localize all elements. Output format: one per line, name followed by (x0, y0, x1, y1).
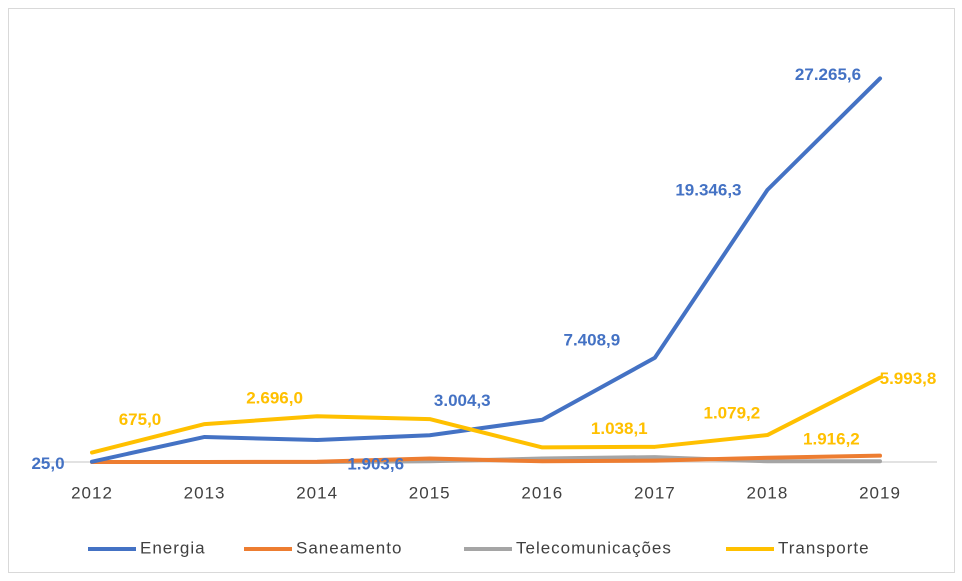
legend-label: Energia (140, 538, 206, 557)
series-line (90, 76, 882, 464)
series-line (90, 453, 882, 464)
legend-label: Transporte (778, 538, 870, 557)
x-tick-label: 2019 (859, 483, 901, 502)
chart-frame (8, 8, 955, 573)
data-label: 1.903,6 (347, 455, 404, 474)
data-label: 5.993,8 (880, 369, 937, 388)
legend-label: Telecomunicações (516, 538, 672, 557)
series-line (90, 375, 882, 455)
data-label: 3.004,3 (434, 391, 491, 410)
x-tick-label: 2016 (521, 483, 563, 502)
x-tick-label: 2012 (71, 483, 113, 502)
data-label: 25,0 (31, 454, 64, 473)
x-tick-label: 2014 (296, 483, 338, 502)
x-tick-label: 2017 (634, 483, 676, 502)
data-label: 675,0 (119, 410, 162, 429)
data-label: 1.038,1 (591, 419, 648, 438)
data-label: 1.916,2 (803, 430, 860, 449)
data-label: 2.696,0 (246, 389, 303, 408)
data-label: 27.265,6 (795, 65, 861, 84)
data-label: 1.079,2 (703, 403, 760, 422)
data-label: 19.346,3 (675, 180, 741, 199)
x-tick-label: 2013 (184, 483, 226, 502)
x-tick-label: 2018 (747, 483, 789, 502)
data-label: 7.408,9 (563, 330, 620, 349)
x-tick-label: 2015 (409, 483, 451, 502)
legend-label: Saneamento (296, 538, 402, 557)
